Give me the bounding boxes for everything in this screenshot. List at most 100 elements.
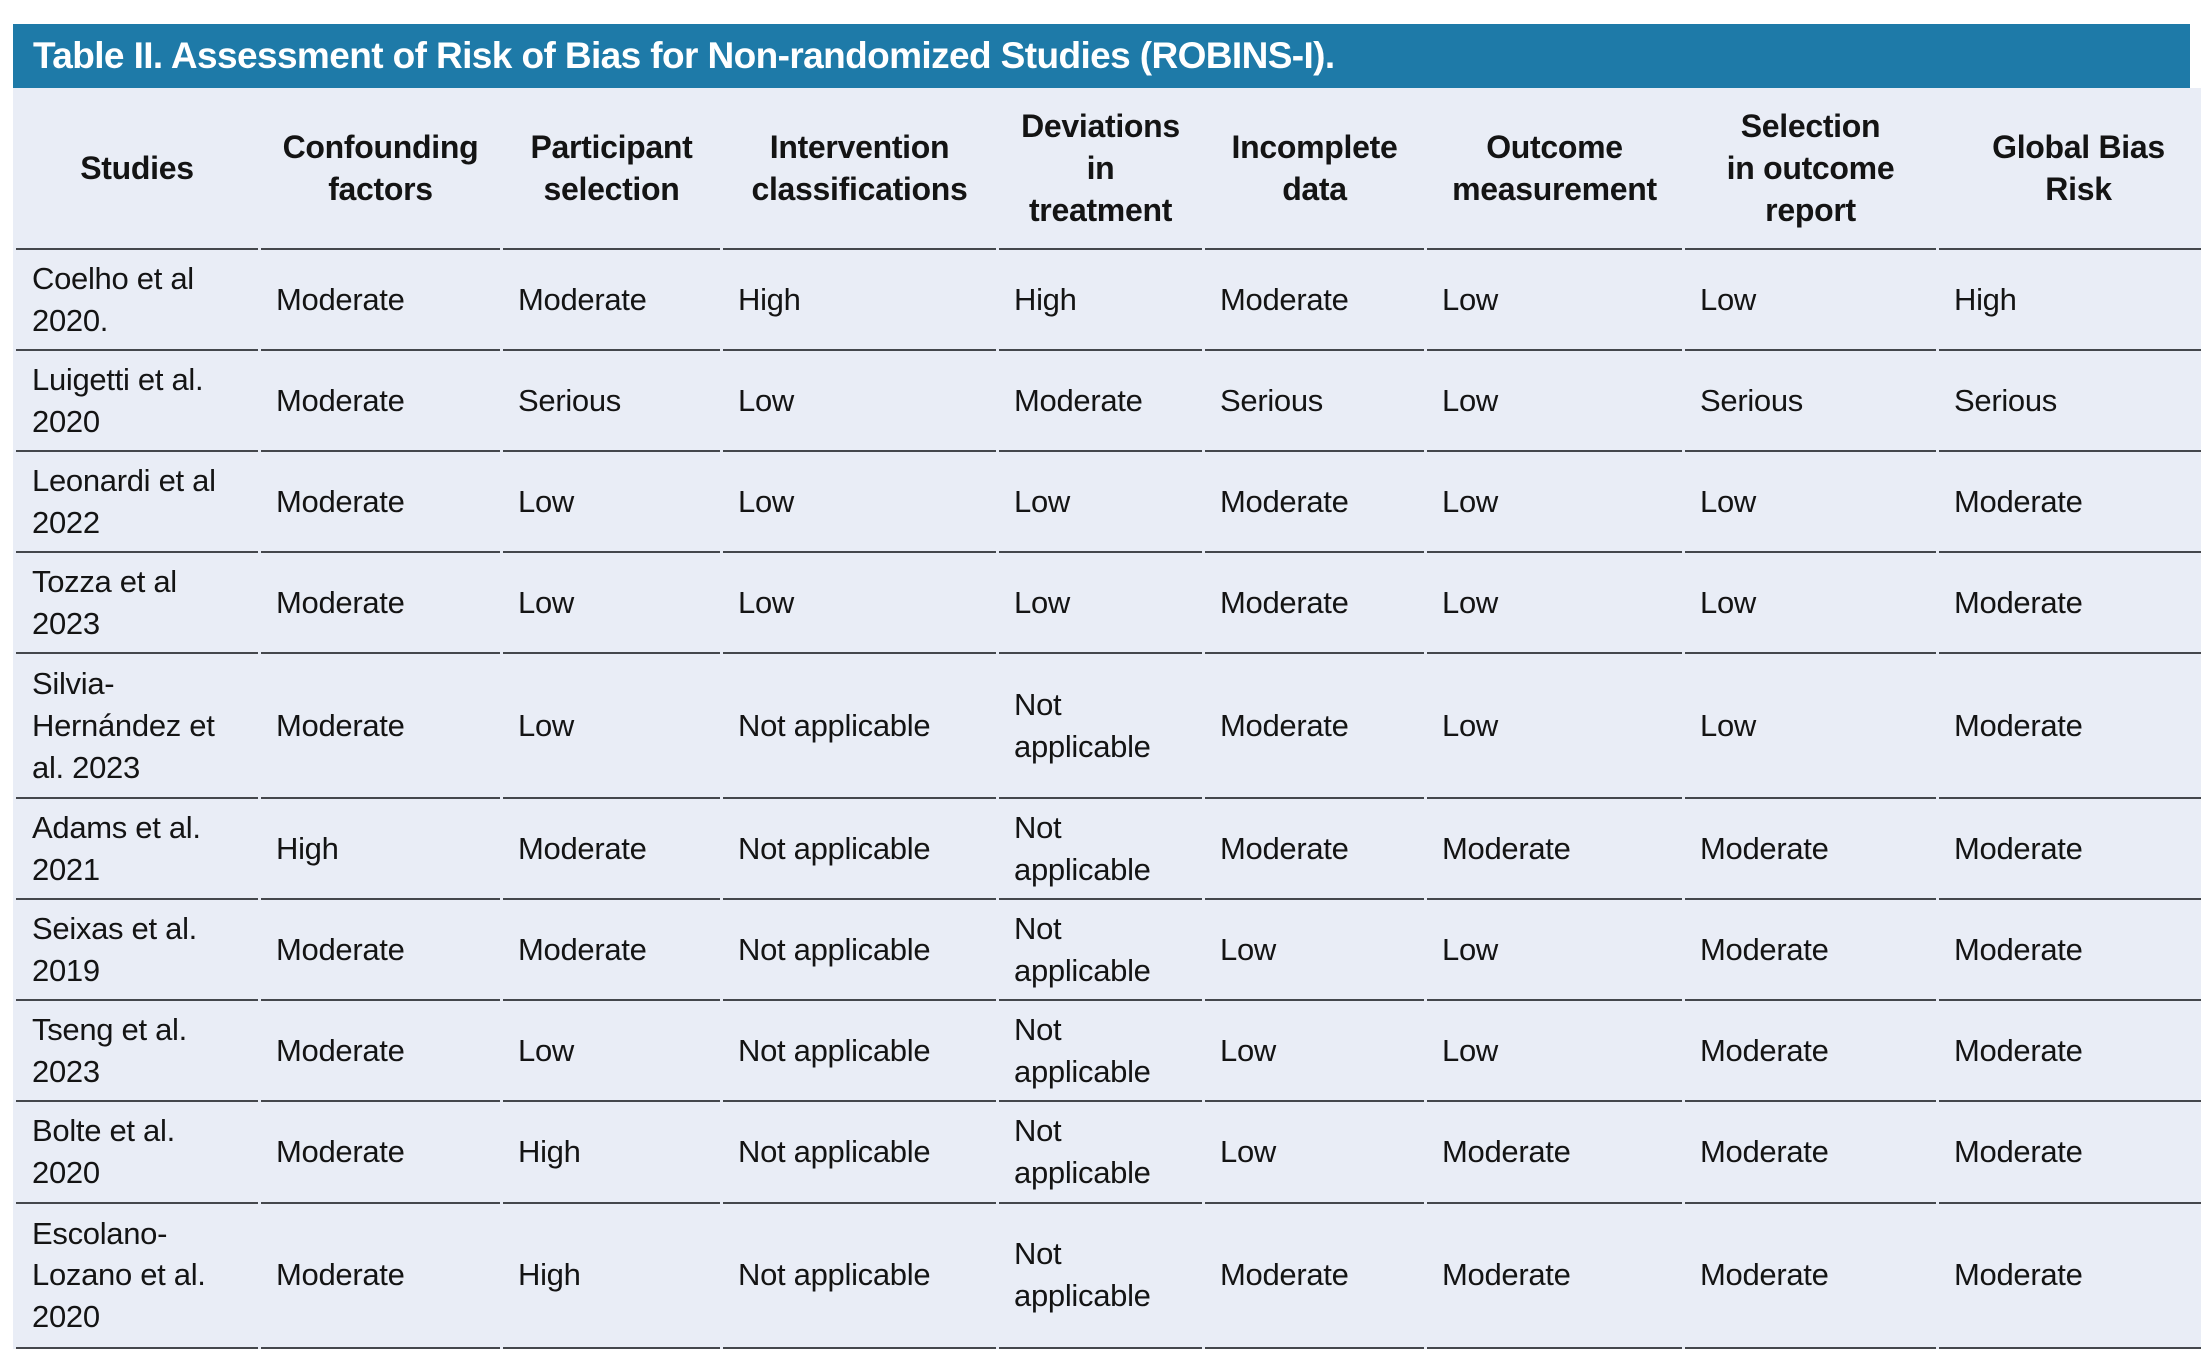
risk-value-cell: Moderate: [1939, 654, 2201, 800]
risk-value-cell: Moderate: [1427, 1102, 1682, 1204]
risk-value-cell: Moderate: [503, 900, 720, 1002]
study-cell: Escolano-Lozano et al. 2020: [16, 1204, 258, 1349]
risk-value-cell: High: [503, 1204, 720, 1349]
risk-value-cell: Low: [1685, 452, 1936, 554]
risk-value-cell: Not applicable: [723, 799, 996, 901]
table-row: Coelho et al 2020. Moderate Moderate High Hi…: [16, 250, 2201, 352]
risk-value-cell: Moderate: [1205, 553, 1424, 655]
header-row: Studies Confounding factors Participant se…: [16, 88, 2201, 250]
risk-value-cell: Low: [503, 553, 720, 655]
study-cell: Bolte et al. 2020: [16, 1102, 258, 1204]
risk-value-cell: Moderate: [1205, 452, 1424, 554]
risk-value-cell: Low: [1205, 900, 1424, 1002]
column-header: Outcome measurement: [1427, 88, 1682, 250]
risk-value-cell: Low: [1205, 1102, 1424, 1204]
table-row: Tozza et al 2023 Moderate Low Low Low Moderat…: [16, 553, 2201, 655]
risk-value-cell: Low: [1427, 553, 1682, 655]
robins-table-figure: Table II. Assessment of Risk of Bias for…: [13, 24, 2201, 1349]
risk-value-cell: Low: [1427, 654, 1682, 800]
study-cell: Luigetti et al. 2020: [16, 351, 258, 453]
risk-value-cell: Low: [1427, 452, 1682, 554]
risk-value-cell: Low: [1427, 351, 1682, 453]
table-row: Luigetti et al. 2020 Moderate Serious Low Mo…: [16, 351, 2201, 453]
risk-value-cell: Moderate: [1939, 1204, 2201, 1349]
risk-value-cell: Moderate: [503, 250, 720, 352]
risk-value-cell: Not applicable: [999, 1102, 1202, 1204]
risk-value-cell: Low: [1427, 1001, 1682, 1103]
risk-value-cell: Moderate: [1205, 654, 1424, 800]
risk-value-cell: Serious: [503, 351, 720, 453]
risk-value-cell: Not applicable: [723, 654, 996, 800]
risk-value-cell: Moderate: [1685, 1001, 1936, 1103]
study-cell: Adams et al. 2021: [16, 799, 258, 901]
risk-value-cell: Moderate: [999, 351, 1202, 453]
risk-value-cell: Moderate: [261, 351, 500, 453]
table-title: Table II. Assessment of Risk of Bias for…: [33, 35, 1335, 76]
risk-value-cell: Low: [1427, 250, 1682, 352]
column-header: Studies: [16, 88, 258, 250]
risk-value-cell: Moderate: [261, 553, 500, 655]
table-row: Leonardi et al 2022 Moderate Low Low Low Mode…: [16, 452, 2201, 554]
risk-value-cell: Moderate: [1939, 1001, 2201, 1103]
column-header: Deviations in treatment: [999, 88, 1202, 250]
risk-value-cell: Not applicable: [723, 900, 996, 1002]
risk-value-cell: Moderate: [1205, 1204, 1424, 1349]
risk-value-cell: Moderate: [1685, 799, 1936, 901]
risk-value-cell: Moderate: [1685, 1102, 1936, 1204]
risk-value-cell: Low: [999, 553, 1202, 655]
column-header: Global Bias Risk: [1939, 88, 2201, 250]
table-row: Escolano-Lozano et al. 2020 Moderate High N…: [16, 1204, 2201, 1349]
risk-value-cell: High: [503, 1102, 720, 1204]
risk-value-cell: Not applicable: [723, 1102, 996, 1204]
risk-value-cell: Low: [1205, 1001, 1424, 1103]
risk-value-cell: Moderate: [1205, 799, 1424, 901]
risk-value-cell: Low: [999, 452, 1202, 554]
risk-value-cell: High: [999, 250, 1202, 352]
study-cell: Seixas et al. 2019: [16, 900, 258, 1002]
table-title-bar: Table II. Assessment of Risk of Bias for…: [13, 24, 2190, 88]
risk-value-cell: Low: [503, 654, 720, 800]
table-row: Adams et al. 2021 High Moderate Not applica…: [16, 799, 2201, 901]
risk-value-cell: Serious: [1685, 351, 1936, 453]
risk-value-cell: Low: [503, 452, 720, 554]
risk-value-cell: Serious: [1939, 351, 2201, 453]
risk-value-cell: Not applicable: [999, 799, 1202, 901]
table-row: Silvia-Hernández et al. 2023 Moderate Low N…: [16, 654, 2201, 800]
risk-value-cell: Moderate: [261, 1001, 500, 1103]
column-header: Incomplete data: [1205, 88, 1424, 250]
risk-value-cell: Not applicable: [999, 1001, 1202, 1103]
table-row: Tseng et al. 2023 Moderate Low Not applicab…: [16, 1001, 2201, 1103]
risk-value-cell: Not applicable: [723, 1001, 996, 1103]
risk-value-cell: Low: [723, 351, 996, 453]
risk-value-cell: Not applicable: [999, 654, 1202, 800]
risk-value-cell: Moderate: [261, 452, 500, 554]
risk-value-cell: Not applicable: [999, 900, 1202, 1002]
risk-value-cell: High: [1939, 250, 2201, 352]
study-cell: Leonardi et al 2022: [16, 452, 258, 554]
risk-value-cell: Moderate: [261, 654, 500, 800]
risk-value-cell: Moderate: [1685, 900, 1936, 1002]
risk-value-cell: Low: [1685, 654, 1936, 800]
risk-value-cell: Moderate: [1939, 553, 2201, 655]
column-header: Confounding factors: [261, 88, 500, 250]
risk-value-cell: Low: [723, 452, 996, 554]
risk-value-cell: High: [261, 799, 500, 901]
risk-value-cell: Not applicable: [999, 1204, 1202, 1349]
study-cell: Coelho et al 2020.: [16, 250, 258, 352]
risk-value-cell: Serious: [1205, 351, 1424, 453]
table-row: Seixas et al. 2019 Moderate Moderate Not ap…: [16, 900, 2201, 1002]
column-header: Intervention classifications: [723, 88, 996, 250]
risk-value-cell: Low: [723, 553, 996, 655]
risk-value-cell: Moderate: [1685, 1204, 1936, 1349]
risk-value-cell: Moderate: [261, 1204, 500, 1349]
study-cell: Tozza et al 2023: [16, 553, 258, 655]
risk-of-bias-table: Studies Confounding factors Participant se…: [13, 88, 2201, 1349]
risk-value-cell: Moderate: [1939, 452, 2201, 554]
risk-value-cell: Moderate: [261, 250, 500, 352]
risk-value-cell: Moderate: [1939, 799, 2201, 901]
risk-value-cell: Moderate: [1939, 900, 2201, 1002]
risk-value-cell: Low: [1685, 553, 1936, 655]
risk-value-cell: Moderate: [503, 799, 720, 901]
risk-value-cell: Moderate: [1427, 1204, 1682, 1349]
